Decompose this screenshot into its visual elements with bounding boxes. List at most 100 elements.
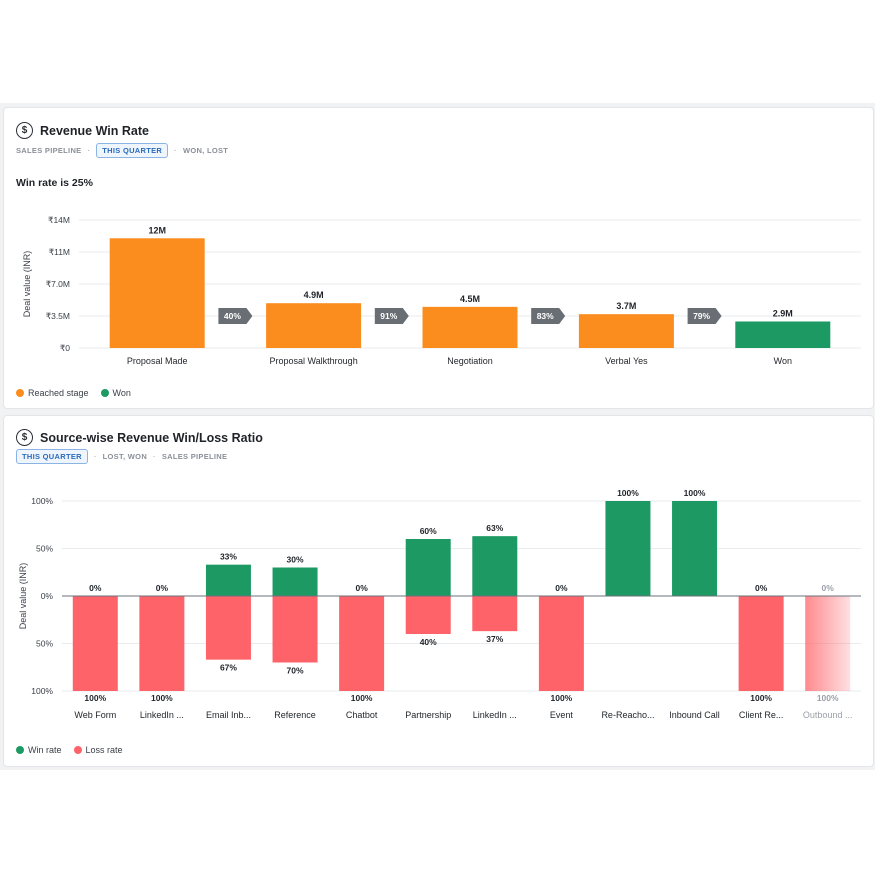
x-tick-label: Reference [274, 710, 316, 720]
x-tick-label: Outbound ... [803, 710, 853, 720]
legend-item-won[interactable]: Won [100, 388, 131, 398]
win-value-label: 60% [420, 526, 437, 536]
win-value-label: 0% [156, 583, 169, 593]
legend-swatch-win [16, 746, 24, 754]
x-tick-label: LinkedIn ... [140, 710, 184, 720]
win-bar [205, 564, 251, 596]
win-value-label: 63% [486, 523, 503, 533]
y-tick-label: 100% [31, 686, 53, 696]
legend-swatch-reached [16, 389, 24, 397]
loss-bar [72, 596, 118, 691]
win-value-label: 0% [355, 583, 368, 593]
filter-pipeline[interactable]: SALES PIPELINE [161, 452, 228, 461]
win-loss-bar-chart: Deal value (INR) 100% 50% 0% 50% 100% 0% 100% We… [18, 488, 861, 720]
loss-value-label: 100% [84, 693, 106, 703]
y-tick-label: 50% [36, 544, 53, 554]
win-bar [472, 536, 518, 596]
x-tick-label: Event [550, 710, 574, 720]
loss-value-label: 100% [151, 693, 173, 703]
x-tick-label: Chatbot [346, 710, 378, 720]
win-bar [272, 567, 318, 596]
dollar-circle-icon: $ [16, 429, 33, 446]
chart-legend: Win rate Loss rate [16, 745, 123, 755]
x-tick-label: Email Inb... [206, 710, 251, 720]
filter-status[interactable]: WON, LOST [182, 146, 229, 155]
card-title[interactable]: Source-wise Revenue Win/Loss Ratio [40, 430, 263, 445]
bar-value-label: 4.9M [304, 290, 324, 300]
win-value-label: 100% [684, 488, 706, 498]
x-tick-label: Re-Reacho... [601, 710, 654, 720]
win-value-label: 100% [617, 488, 639, 498]
loss-value-label: 100% [750, 693, 772, 703]
x-tick-label: Partnership [405, 710, 451, 720]
x-tick-label: Web Form [74, 710, 116, 720]
loss-value-label: 100% [817, 693, 839, 703]
y-axis-label: Deal value (INR) [22, 251, 32, 318]
loss-bar [805, 596, 851, 691]
conversion-rate-label: 83% [537, 311, 554, 321]
win-value-label: 30% [287, 555, 304, 565]
x-tick-label: Inbound Call [669, 710, 720, 720]
loss-bar [339, 596, 385, 691]
loss-value-label: 100% [351, 693, 373, 703]
legend-label: Loss rate [85, 745, 123, 755]
y-tick-label: 50% [36, 639, 53, 649]
bar-negotiation [422, 306, 518, 348]
legend-swatch-loss [73, 746, 82, 754]
x-tick-label: Won [774, 356, 792, 366]
y-tick-label: ₹0 [60, 343, 70, 353]
y-tick-label: ₹3.5M [46, 311, 70, 321]
loss-bar [139, 596, 185, 691]
legend-label: Won [112, 388, 131, 398]
card-title-row: $ Source-wise Revenue Win/Loss Ratio [16, 429, 263, 446]
legend-item-win[interactable]: Win rate [16, 745, 62, 755]
x-tick-label: Verbal Yes [605, 356, 648, 366]
loss-bar [272, 596, 318, 663]
win-loss-ratio-card: $ Source-wise Revenue Win/Loss Ratio THI… [3, 415, 874, 767]
loss-value-label: 100% [551, 693, 573, 703]
y-tick-label: 0% [41, 591, 54, 601]
filter-pipeline[interactable]: SALES PIPELINE [16, 146, 82, 155]
legend-item-loss[interactable]: Loss rate [73, 745, 123, 755]
filter-period-pill[interactable]: THIS QUARTER [96, 143, 169, 158]
loss-bar [405, 596, 451, 634]
x-tick-label: Client Re... [739, 710, 784, 720]
conversion-rate-badge [218, 308, 253, 324]
card-filters: SALES PIPELINE · THIS QUARTER · WON, LOS… [16, 143, 228, 158]
loss-bar [472, 596, 518, 632]
win-value-label: 0% [822, 583, 835, 593]
win-rate-headline: Win rate is 25% [16, 177, 93, 189]
legend-item-reached[interactable]: Reached stage [16, 388, 89, 398]
y-tick-label: 100% [31, 496, 53, 506]
win-bar [405, 539, 451, 596]
loss-bar [538, 596, 584, 691]
revenue-win-rate-card: $ Revenue Win Rate SALES PIPELINE · THIS… [3, 107, 874, 409]
bar-value-label: 12M [148, 225, 166, 235]
filter-period-pill[interactable]: THIS QUARTER [16, 449, 88, 464]
dollar-circle-icon: $ [16, 122, 33, 139]
win-value-label: 0% [755, 583, 768, 593]
loss-value-label: 70% [287, 666, 304, 676]
y-tick-label: ₹14M [48, 215, 70, 225]
x-tick-label: Negotiation [447, 356, 493, 366]
bar-won [735, 321, 831, 348]
funnel-bar-chart: Deal value (INR) ₹0 ₹3.5M ₹7.0M ₹11M ₹14M 12M P… [22, 215, 861, 366]
y-tick-label: ₹7.0M [46, 279, 70, 289]
bar-proposal-walkthrough [266, 303, 362, 348]
conversion-rate-label: 79% [693, 311, 710, 321]
loss-value-label: 67% [220, 663, 237, 673]
filter-status[interactable]: LOST, WON [102, 452, 148, 461]
legend-label: Win rate [28, 745, 62, 755]
conversion-rate-label: 40% [224, 311, 241, 321]
win-bar [605, 501, 651, 596]
win-value-label: 33% [220, 552, 237, 562]
x-tick-label: Proposal Made [127, 356, 188, 366]
card-title-row: $ Revenue Win Rate [16, 122, 149, 139]
y-tick-label: ₹11M [49, 247, 70, 257]
win-value-label: 0% [89, 583, 102, 593]
x-tick-label: Proposal Walkthrough [269, 356, 357, 366]
card-title[interactable]: Revenue Win Rate [40, 123, 149, 138]
conversion-rate-badge [531, 308, 566, 324]
loss-bar [738, 596, 784, 691]
conversion-rate-label: 91% [380, 311, 397, 321]
